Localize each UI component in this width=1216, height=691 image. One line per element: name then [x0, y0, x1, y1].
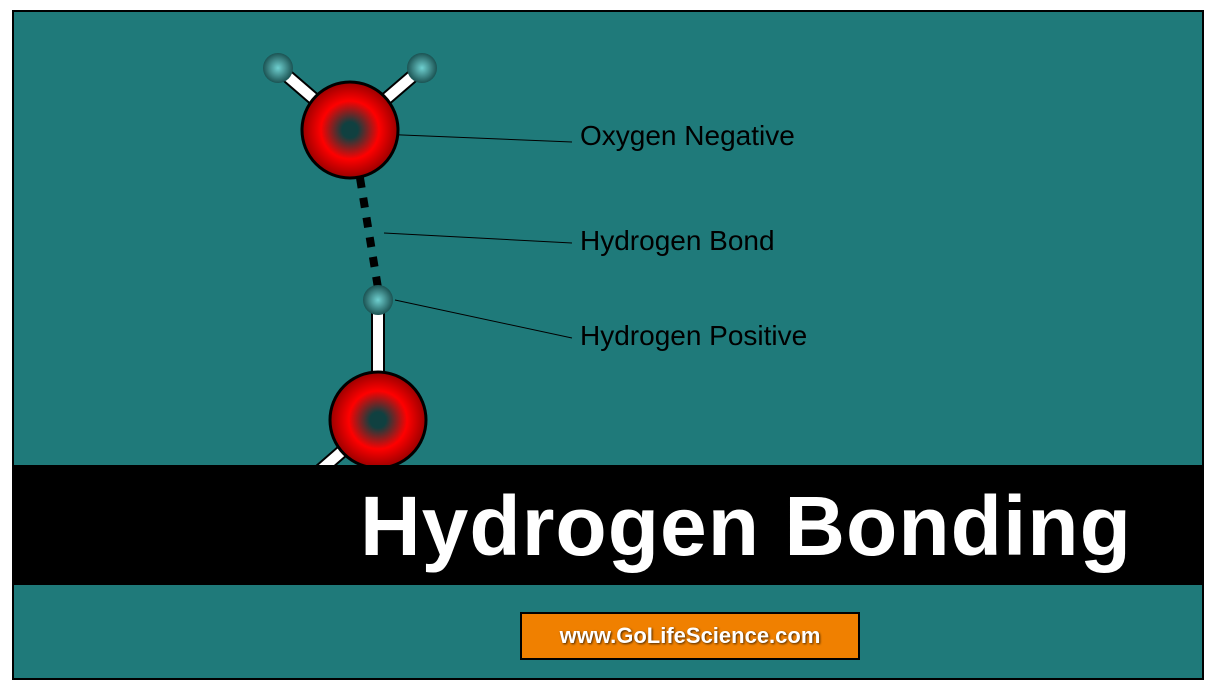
label-hydrogen-positive: Hydrogen Positive — [580, 320, 807, 352]
title-text: Hydrogen Bonding — [360, 478, 1132, 575]
website-badge[interactable]: www.GoLifeScience.com — [520, 612, 860, 660]
website-url: www.GoLifeScience.com — [560, 623, 821, 649]
label-hydrogen-bond: Hydrogen Bond — [580, 225, 775, 257]
label-oxygen-negative: Oxygen Negative — [580, 120, 795, 152]
canvas: Hydrogen Bonding www.GoLifeScience.com O… — [0, 0, 1216, 691]
